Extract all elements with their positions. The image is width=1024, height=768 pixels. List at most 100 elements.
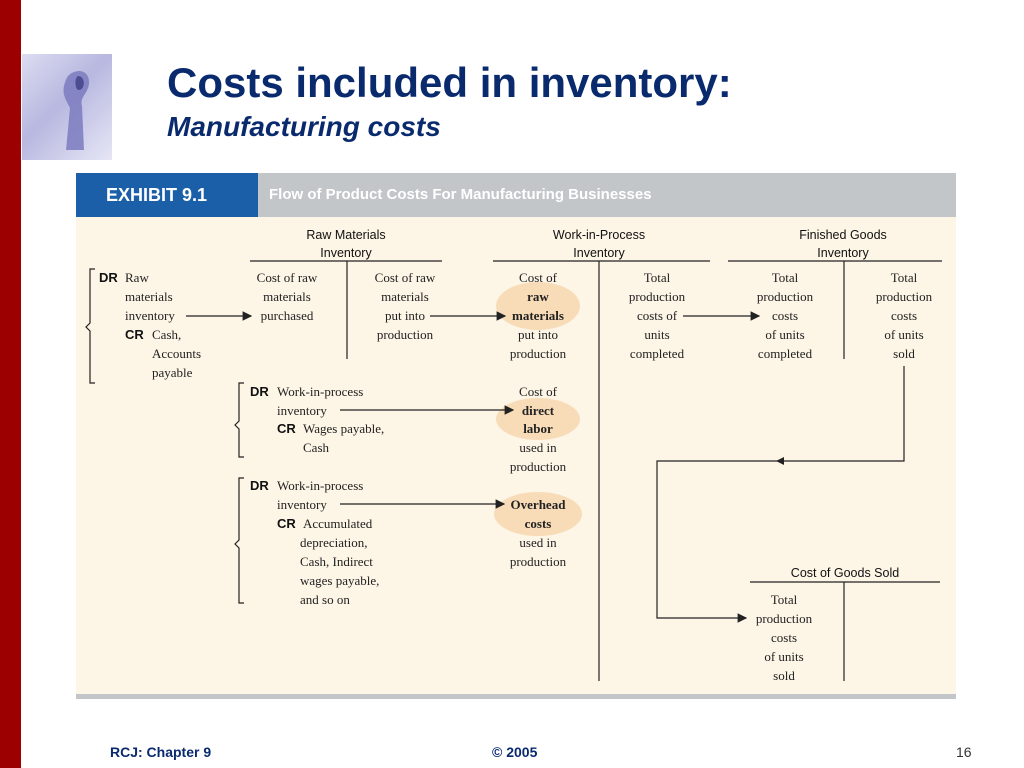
exhibit-heading: Flow of Product Costs For Manufacturing … bbox=[269, 186, 652, 203]
cell-wip-raw-materials: Cost of raw materials put into productio… bbox=[510, 270, 567, 361]
svg-text:Finished Goods: Finished Goods bbox=[799, 228, 887, 242]
svg-text:used in: used in bbox=[519, 535, 557, 550]
svg-text:Accumulated: Accumulated bbox=[303, 516, 373, 531]
raw-materials-header: Raw Materials Inventory bbox=[306, 228, 385, 260]
svg-text:costs of: costs of bbox=[637, 308, 678, 323]
svg-text:Wages payable,: Wages payable, bbox=[303, 421, 384, 436]
svg-text:DR: DR bbox=[99, 270, 118, 285]
wip-t-account bbox=[493, 260, 710, 681]
entry-direct-labor: DR Work-in-process inventory CR Wages pa… bbox=[250, 384, 384, 455]
svg-text:Overhead: Overhead bbox=[511, 497, 567, 512]
arrow-head-mid bbox=[776, 457, 784, 465]
svg-text:DR: DR bbox=[250, 384, 269, 399]
svg-text:materials: materials bbox=[263, 289, 311, 304]
cell-fg-debit: Total production costs of units complete… bbox=[757, 270, 814, 361]
svg-text:Cash, Indirect: Cash, Indirect bbox=[300, 554, 373, 569]
cell-cogs-debit: Total production costs of units sold bbox=[756, 592, 813, 683]
svg-text:Cost of raw: Cost of raw bbox=[375, 270, 436, 285]
svg-text:production: production bbox=[757, 289, 814, 304]
svg-text:Total: Total bbox=[771, 592, 798, 607]
svg-text:of units: of units bbox=[764, 649, 803, 664]
footer-copyright: © 2005 bbox=[492, 744, 538, 760]
svg-text:inventory: inventory bbox=[277, 403, 327, 418]
svg-text:production: production bbox=[756, 611, 813, 626]
svg-text:CR: CR bbox=[277, 421, 296, 436]
cell-rm-credit: Cost of raw materials put into productio… bbox=[375, 270, 436, 342]
svg-text:Inventory: Inventory bbox=[320, 246, 372, 260]
svg-text:of units: of units bbox=[884, 327, 923, 342]
svg-text:costs: costs bbox=[771, 630, 797, 645]
footer-chapter: RCJ: Chapter 9 bbox=[110, 744, 212, 760]
svg-text:sold: sold bbox=[893, 346, 915, 361]
finished-goods-header: Finished Goods Inventory bbox=[799, 228, 887, 260]
exhibit-footer-bar bbox=[76, 694, 956, 699]
svg-text:purchased: purchased bbox=[261, 308, 314, 323]
svg-text:and so on: and so on bbox=[300, 592, 350, 607]
highlight-overhead bbox=[494, 492, 582, 536]
highlight-direct-labor bbox=[496, 398, 580, 440]
cost-flow-diagram: Raw Materials Inventory Work-in-Process … bbox=[85, 228, 942, 683]
svg-text:CR: CR bbox=[125, 327, 144, 342]
svg-text:production: production bbox=[510, 554, 567, 569]
svg-text:costs: costs bbox=[891, 308, 917, 323]
svg-text:CR: CR bbox=[277, 516, 296, 531]
exhibit-label: EXHIBIT 9.1 bbox=[76, 173, 258, 217]
brace-raw-materials bbox=[85, 268, 95, 384]
svg-text:units: units bbox=[644, 327, 669, 342]
entry-raw-materials: DR Raw materials inventory CR Cash, Acco… bbox=[99, 270, 201, 380]
svg-text:wages payable,: wages payable, bbox=[300, 573, 379, 588]
svg-text:production: production bbox=[629, 289, 686, 304]
svg-text:inventory: inventory bbox=[277, 497, 327, 512]
svg-text:payable: payable bbox=[152, 365, 193, 380]
svg-text:costs: costs bbox=[772, 308, 798, 323]
page-title: Costs included in inventory: bbox=[167, 59, 732, 106]
svg-text:production: production bbox=[377, 327, 434, 342]
svg-text:Total: Total bbox=[644, 270, 671, 285]
cell-wip-overhead: Overhead costs used in production bbox=[510, 497, 567, 569]
logo-image bbox=[22, 54, 112, 160]
svg-text:labor: labor bbox=[523, 421, 553, 436]
keyhole-figure-icon bbox=[63, 70, 90, 150]
svg-text:Inventory: Inventory bbox=[817, 246, 869, 260]
svg-text:Cash: Cash bbox=[303, 440, 330, 455]
finished-goods-t-account bbox=[728, 260, 942, 359]
cell-wip-direct-labor: Cost of direct labor used in production bbox=[510, 384, 567, 474]
arrow-fg-to-cogs bbox=[656, 366, 905, 623]
svg-text:Work-in-process: Work-in-process bbox=[277, 478, 363, 493]
svg-text:Cost of: Cost of bbox=[519, 384, 558, 399]
svg-text:Total: Total bbox=[891, 270, 918, 285]
svg-text:materials: materials bbox=[512, 308, 564, 323]
raw-materials-t-account bbox=[250, 260, 442, 359]
svg-text:Cost of: Cost of bbox=[519, 270, 558, 285]
highlight-raw-materials bbox=[496, 282, 580, 330]
svg-text:production: production bbox=[510, 346, 567, 361]
svg-text:depreciation,: depreciation, bbox=[300, 535, 368, 550]
wip-header: Work-in-Process Inventory bbox=[553, 228, 645, 260]
page-subtitle: Manufacturing costs bbox=[167, 111, 441, 142]
svg-text:Work-in-process: Work-in-process bbox=[277, 384, 363, 399]
exhibit-panel: EXHIBIT 9.1 Flow of Product Costs For Ma… bbox=[76, 173, 956, 699]
svg-text:Inventory: Inventory bbox=[573, 246, 625, 260]
svg-text:materials: materials bbox=[381, 289, 429, 304]
svg-text:raw: raw bbox=[527, 289, 549, 304]
svg-text:Accounts: Accounts bbox=[152, 346, 201, 361]
svg-text:Cash,: Cash, bbox=[152, 327, 181, 342]
svg-text:put into: put into bbox=[385, 308, 425, 323]
cogs-t-account bbox=[750, 581, 940, 681]
svg-text:direct: direct bbox=[522, 403, 555, 418]
page-number: 16 bbox=[956, 744, 972, 760]
svg-text:Work-in-Process: Work-in-Process bbox=[553, 228, 645, 242]
cell-wip-credit: Total production costs of units complete… bbox=[629, 270, 686, 361]
svg-text:put into: put into bbox=[518, 327, 558, 342]
svg-text:Total: Total bbox=[772, 270, 799, 285]
accent-bar bbox=[0, 0, 21, 768]
svg-text:materials: materials bbox=[125, 289, 173, 304]
svg-text:Raw Materials: Raw Materials bbox=[306, 228, 385, 242]
cogs-header: Cost of Goods Sold bbox=[791, 566, 899, 580]
svg-text:Raw: Raw bbox=[125, 270, 149, 285]
cell-rm-debit: Cost of raw materials purchased bbox=[257, 270, 318, 323]
svg-text:costs: costs bbox=[525, 516, 552, 531]
svg-text:DR: DR bbox=[250, 478, 269, 493]
svg-text:of units: of units bbox=[765, 327, 804, 342]
brace-overhead bbox=[234, 477, 244, 604]
